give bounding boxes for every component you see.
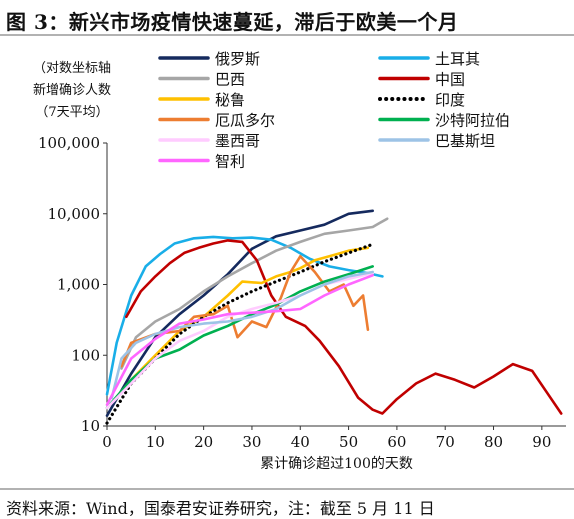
legend-label: 秘鲁 (215, 91, 245, 109)
x-tick-label: 60 (387, 433, 406, 451)
series-line (105, 274, 374, 406)
footer-divider (0, 488, 574, 490)
x-tick-label: 80 (484, 433, 503, 451)
x-tick-label: 30 (242, 433, 261, 451)
series-line (120, 217, 389, 370)
series-line (105, 235, 384, 396)
legend-label: 中国 (435, 71, 465, 89)
x-tick-label: 50 (339, 433, 358, 451)
legend-label: 智利 (215, 153, 245, 171)
legend-label: 俄罗斯 (215, 50, 260, 68)
x-tick-label: 70 (436, 433, 455, 451)
legend-label: 巴基斯坦 (435, 132, 495, 150)
series-line (120, 255, 370, 368)
legend-label: 厄瓜多尔 (215, 112, 275, 130)
x-tick-label: 40 (291, 433, 310, 451)
x-tick-label: 0 (102, 433, 112, 451)
x-tick-label: 20 (194, 433, 213, 451)
legend-label: 土耳其 (435, 50, 480, 68)
legend-label: 沙特阿拉伯 (435, 112, 510, 130)
y-tick-label: 100 (71, 346, 100, 364)
y-tick-label: 1,000 (57, 276, 100, 294)
x-tick-label: 90 (532, 433, 551, 451)
figure-footer: 资料来源：Wind，国泰君安证券研究，注：截至 5 月 11 日 (0, 488, 574, 519)
figure-title: 图 3：新兴市场疫情快速蔓延，滞后于欧美一个月 (6, 10, 459, 34)
y-axis-title-line: 新增确诊人数 (33, 82, 111, 98)
figure-header: 图 3：新兴市场疫情快速蔓延，滞后于欧美一个月 (0, 0, 574, 36)
source-note: 资料来源：Wind，国泰君安证券研究，注：截至 5 月 11 日 (6, 499, 435, 518)
series-line (110, 270, 374, 400)
y-tick-label: 10 (81, 417, 100, 435)
legend-label: 巴西 (215, 71, 245, 89)
legend-label: 印度 (435, 91, 465, 109)
legend-label: 墨西哥 (215, 132, 260, 150)
series-line (105, 271, 374, 410)
header-divider (0, 34, 574, 36)
y-axis-title-line: （7天平均） (35, 105, 108, 120)
y-axis-title-line: （对数坐标轴 (33, 61, 111, 76)
y-tick-label: 10,000 (48, 205, 101, 223)
series-line (125, 239, 563, 415)
x-axis-title: 累计确诊超过100的天数 (260, 456, 413, 472)
x-tick-label: 10 (146, 433, 165, 451)
y-tick-label: 100,000 (38, 134, 100, 152)
